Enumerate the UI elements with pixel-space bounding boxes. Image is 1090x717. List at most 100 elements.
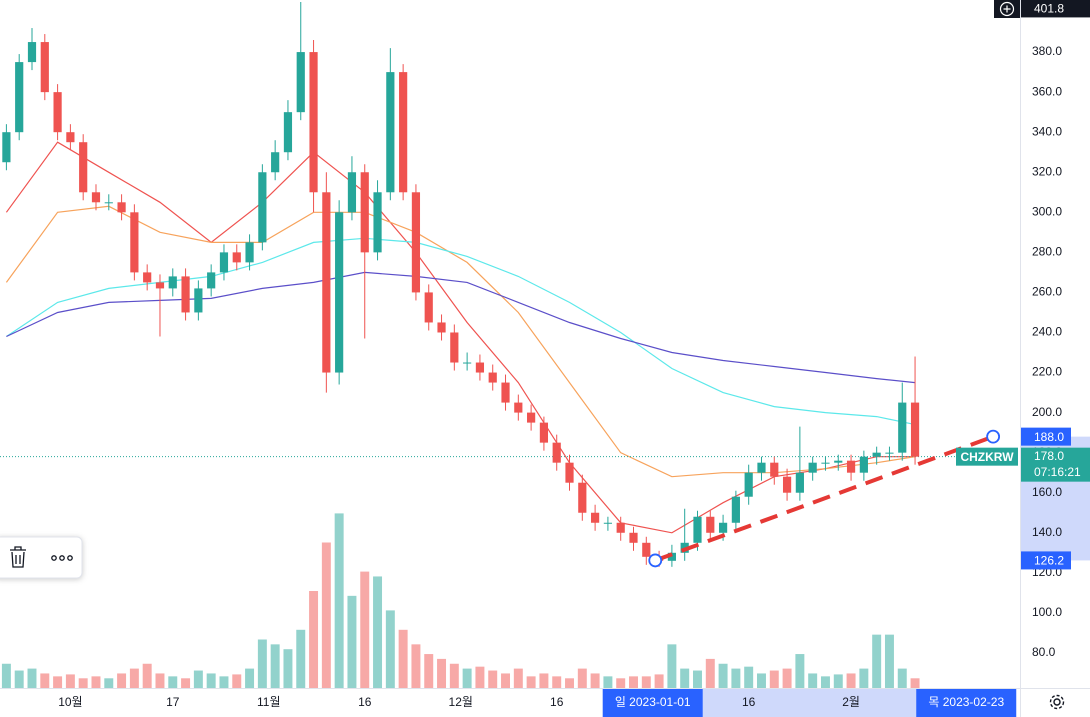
candle-body — [514, 402, 523, 413]
y-tick-label: 220.0 — [1032, 365, 1062, 379]
more-button[interactable] — [51, 555, 73, 561]
volume-bar — [206, 673, 216, 688]
candle-body — [437, 322, 446, 333]
volume-bars — [1, 513, 920, 688]
y-tick-label: 140.0 — [1032, 525, 1062, 539]
volume-bar — [104, 678, 114, 688]
candle-body — [565, 462, 574, 483]
candle-body — [15, 62, 24, 133]
candle-body — [130, 212, 139, 273]
volume-bar — [590, 673, 600, 688]
candle-body — [296, 52, 305, 113]
highlighted-date-box — [602, 689, 703, 717]
candle-body — [744, 472, 753, 497]
candle-body — [207, 272, 216, 289]
candle-body — [488, 372, 497, 383]
volume-bar — [14, 670, 24, 688]
volume-bar — [65, 674, 75, 688]
candle-body — [463, 362, 472, 364]
candle-body — [91, 192, 101, 203]
add-button[interactable] — [994, 0, 1020, 18]
candle-body — [475, 362, 485, 373]
volume-bar — [654, 674, 664, 688]
x-tick-label: 16 — [742, 695, 756, 709]
volume-bar — [321, 542, 331, 688]
volume-bar — [398, 629, 408, 688]
moving-average-line — [5, 141, 916, 534]
volume-bar — [769, 670, 779, 688]
volume-bar — [1, 663, 11, 688]
volume-bar — [859, 668, 869, 688]
y-tick-label: 240.0 — [1032, 325, 1062, 339]
candles — [2, 2, 920, 567]
candle-body — [335, 212, 344, 373]
volume-bar — [693, 670, 702, 688]
volume-bar — [142, 663, 152, 688]
price-axis — [1020, 0, 1090, 717]
candle-body — [885, 452, 894, 454]
candle-body — [757, 462, 766, 473]
x-tick-label: 2월 — [842, 695, 860, 709]
delete-button[interactable] — [10, 546, 26, 568]
y-tick-label: 260.0 — [1032, 285, 1062, 299]
candle-body — [411, 192, 421, 293]
volume-bar — [155, 673, 165, 688]
candle-body — [629, 532, 638, 543]
candle-body — [693, 516, 702, 543]
candle-body — [578, 482, 587, 513]
y-tick-label: 160.0 — [1032, 485, 1062, 499]
candle-body — [808, 462, 817, 473]
volume-bar — [245, 668, 255, 688]
settings-button[interactable] — [1049, 694, 1065, 710]
price-label-box — [1021, 551, 1071, 570]
volume-bar — [846, 673, 856, 688]
candle-body — [168, 276, 177, 289]
volume-bar — [193, 670, 203, 688]
x-tick-label: 16 — [358, 695, 372, 709]
volume-bar — [462, 668, 472, 688]
volume-bar — [782, 668, 792, 688]
volume-bar — [424, 654, 434, 688]
candle-body — [795, 472, 804, 493]
volume-bar — [833, 674, 843, 688]
volume-bar — [40, 673, 50, 688]
candle-body — [155, 282, 165, 289]
candle-body — [386, 72, 395, 193]
volume-bar — [334, 513, 344, 688]
volume-bar — [219, 676, 229, 688]
candle-body — [424, 292, 433, 323]
highlighted-date-box — [916, 689, 1017, 717]
volume-bar — [309, 591, 319, 688]
candle-body — [782, 476, 792, 493]
volume-bar — [757, 673, 766, 688]
candle-body — [360, 172, 369, 253]
volume-bar — [565, 678, 574, 688]
volume-bar — [91, 676, 101, 688]
volume-bar — [641, 676, 651, 688]
volume-bar — [270, 644, 280, 688]
volume-bar — [232, 674, 242, 688]
volume-bar — [603, 676, 613, 688]
volume-bar — [744, 666, 754, 688]
volume-bar — [616, 678, 626, 688]
volume-bar — [526, 676, 536, 688]
y-tick-label: 280.0 — [1032, 245, 1062, 259]
volume-bar — [117, 673, 127, 688]
x-tick-label: 17 — [166, 695, 180, 709]
price-label-box — [1021, 427, 1071, 446]
candle-body — [616, 522, 625, 533]
candle-body — [194, 288, 203, 313]
candle-body — [846, 460, 856, 473]
candle-body — [79, 142, 88, 193]
volume-bar — [820, 676, 830, 688]
candle-body — [66, 132, 75, 143]
y-tick-label: 80.0 — [1032, 645, 1056, 659]
x-tick-label: 11월 — [257, 695, 281, 709]
candle-body — [322, 192, 331, 373]
drawing-toolbar — [0, 536, 83, 579]
volume-bar — [552, 676, 562, 688]
volume-bar — [884, 634, 894, 688]
candle-body — [591, 512, 600, 523]
